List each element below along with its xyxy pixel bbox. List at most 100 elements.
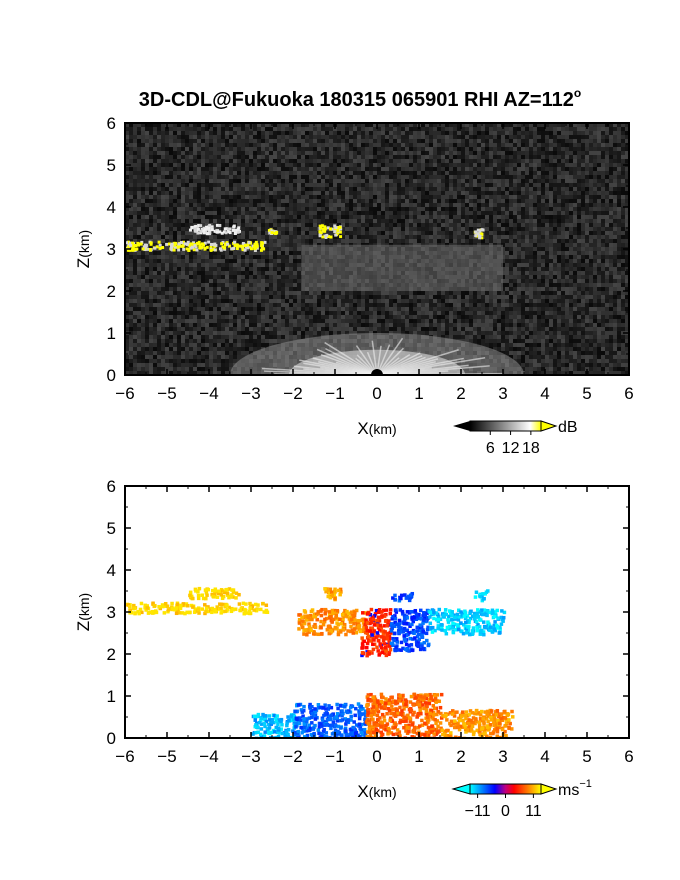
noise-cell (349, 139, 353, 143)
noise-cell (353, 187, 357, 191)
noise-cell (305, 131, 309, 135)
noise-cell (245, 279, 249, 283)
noise-cell (433, 191, 437, 195)
noise-cell (305, 183, 309, 187)
noise-cell (313, 183, 317, 187)
noise-cell (209, 283, 213, 287)
noise-cell (161, 347, 165, 351)
noise-cell (261, 167, 265, 171)
noise-cell (189, 207, 193, 211)
noise-cell (413, 135, 417, 139)
noise-cell (189, 339, 193, 343)
noise-cell (425, 235, 429, 239)
noise-cell (377, 207, 381, 211)
noise-cell (305, 203, 309, 207)
noise-cell (157, 371, 161, 375)
noise-cell (161, 355, 165, 359)
noise-cell (165, 219, 169, 223)
noise-cell (329, 315, 333, 319)
noise-cell (257, 335, 261, 339)
noise-cell (281, 263, 285, 267)
noise-cell (209, 147, 213, 151)
noise-cell (333, 219, 337, 223)
noise-cell (437, 315, 441, 319)
noise-cell (361, 147, 365, 151)
noise-cell (181, 171, 185, 175)
noise-cell (425, 303, 429, 307)
noise-cell (321, 167, 325, 171)
noise-cell (265, 131, 269, 135)
noise-cell (221, 371, 225, 375)
noise-cell (233, 339, 237, 343)
noise-cell (305, 135, 309, 139)
noise-cell (241, 167, 245, 171)
noise-cell (337, 195, 341, 199)
noise-cell (269, 307, 273, 311)
noise-cell (257, 183, 261, 187)
noise-cell (193, 215, 197, 219)
noise-cell (153, 347, 157, 351)
noise-cell (349, 183, 353, 187)
noise-cell (257, 143, 261, 147)
noise-cell (161, 215, 165, 219)
noise-cell (237, 327, 241, 331)
noise-cell (321, 199, 325, 203)
noise-cell (373, 123, 377, 127)
noise-cell (229, 335, 233, 339)
noise-cell (141, 363, 145, 367)
noise-cell (333, 331, 337, 335)
noise-cell (213, 227, 217, 231)
noise-cell (405, 235, 409, 239)
noise-cell (353, 207, 357, 211)
noise-cell (173, 167, 177, 171)
noise-cell (197, 319, 201, 323)
noise-cell (189, 251, 193, 255)
noise-cell (201, 323, 205, 327)
noise-cell (393, 131, 397, 135)
noise-cell (361, 223, 365, 227)
noise-cell (341, 179, 345, 183)
noise-cell (177, 219, 181, 223)
noise-cell (241, 215, 245, 219)
noise-cell (337, 163, 341, 167)
noise-cell (365, 215, 369, 219)
noise-cell (133, 187, 137, 191)
noise-cell (233, 187, 237, 191)
noise-cell (437, 327, 441, 331)
noise-cell (437, 131, 441, 135)
noise-cell (269, 327, 273, 331)
noise-cell (313, 187, 317, 191)
noise-cell (265, 191, 269, 195)
noise-cell (189, 159, 193, 163)
noise-cell (241, 231, 245, 235)
noise-cell (157, 355, 161, 359)
noise-cell (293, 147, 297, 151)
noise-cell (273, 151, 277, 155)
noise-cell (357, 295, 361, 299)
noise-cell (313, 127, 317, 131)
noise-cell (333, 155, 337, 159)
noise-cell (201, 263, 205, 267)
noise-cell (313, 207, 317, 211)
noise-cell (237, 287, 241, 291)
noise-cell (265, 243, 269, 247)
noise-cell (129, 327, 133, 331)
noise-cell (385, 331, 389, 335)
noise-cell (241, 275, 245, 279)
noise-cell (197, 291, 201, 295)
noise-cell (157, 163, 161, 167)
noise-cell (185, 335, 189, 339)
noise-cell (353, 179, 357, 183)
noise-cell (197, 187, 201, 191)
noise-cell (277, 239, 281, 243)
noise-cell (273, 299, 277, 303)
noise-cell (393, 191, 397, 195)
noise-cell (225, 271, 229, 275)
noise-cell (345, 311, 349, 315)
noise-cell (229, 195, 233, 199)
noise-cell (393, 219, 397, 223)
noise-cell (221, 291, 225, 295)
noise-cell (217, 351, 221, 355)
noise-cell (125, 199, 129, 203)
noise-cell (233, 351, 237, 355)
